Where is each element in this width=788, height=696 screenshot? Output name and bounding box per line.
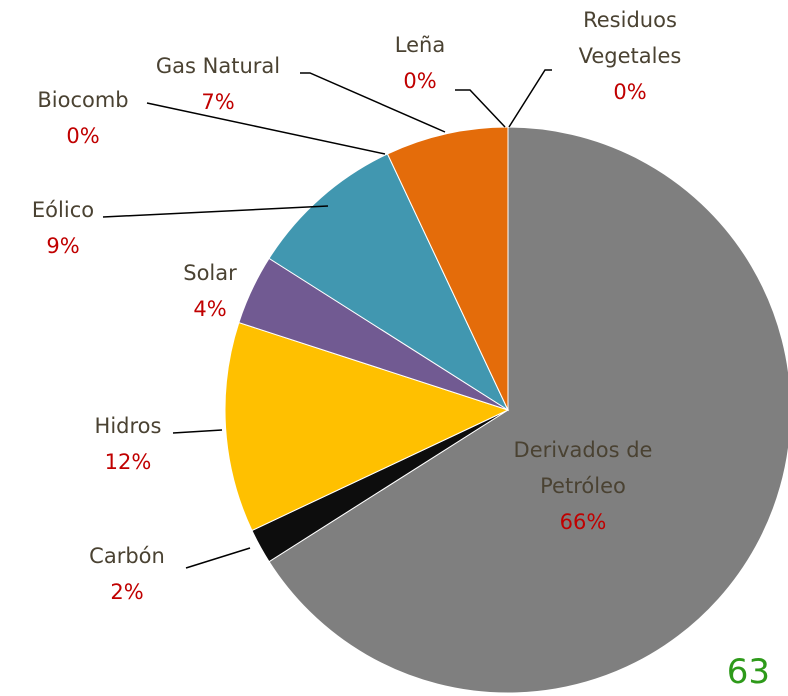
value-label: 0% — [613, 80, 647, 104]
value-label: 66% — [559, 510, 607, 534]
leader-line — [508, 69, 552, 128]
slice-label: Leña 0% — [370, 27, 470, 99]
slice-label: Carbón 2% — [57, 538, 197, 610]
leader-line — [300, 72, 446, 133]
leader-line — [455, 89, 506, 128]
slice-label: Biocomb 0% — [13, 82, 153, 154]
slice-label: Derivados de Petróleo 66% — [483, 432, 683, 540]
category-label: Gas Natural — [155, 54, 281, 78]
value-label: 4% — [193, 297, 227, 321]
value-label: 2% — [110, 580, 144, 604]
pie-slice — [386, 126, 509, 411]
category-label: Solar — [183, 261, 237, 285]
category-label: Carbón — [89, 544, 165, 568]
slice-label: Residuos Vegetales 0% — [550, 2, 710, 110]
slice-label: Gas Natural 7% — [118, 48, 318, 120]
page-number: 63 — [726, 652, 770, 692]
leader-line — [185, 547, 251, 569]
value-label: 9% — [46, 234, 80, 258]
pie-slice — [268, 153, 510, 412]
category-label: Derivados de Petróleo — [513, 438, 653, 498]
category-label: Eólico — [31, 198, 95, 222]
category-label: Biocomb — [37, 88, 129, 112]
leader-line — [102, 205, 329, 218]
slice-label: Hidros 12% — [58, 408, 198, 480]
pie-slice — [268, 126, 788, 694]
value-label: 7% — [201, 90, 235, 114]
leader-line — [146, 102, 386, 155]
slice-label: Solar 4% — [150, 255, 270, 327]
category-label: Residuos Vegetales — [578, 8, 682, 68]
slice-label: Eólico 9% — [3, 192, 123, 264]
value-label: 0% — [66, 124, 100, 148]
value-label: 12% — [104, 450, 152, 474]
category-label: Leña — [394, 33, 446, 57]
pie-slice — [224, 321, 510, 532]
leader-line — [172, 429, 223, 434]
category-label: Hidros — [94, 414, 162, 438]
value-label: 0% — [403, 69, 437, 93]
